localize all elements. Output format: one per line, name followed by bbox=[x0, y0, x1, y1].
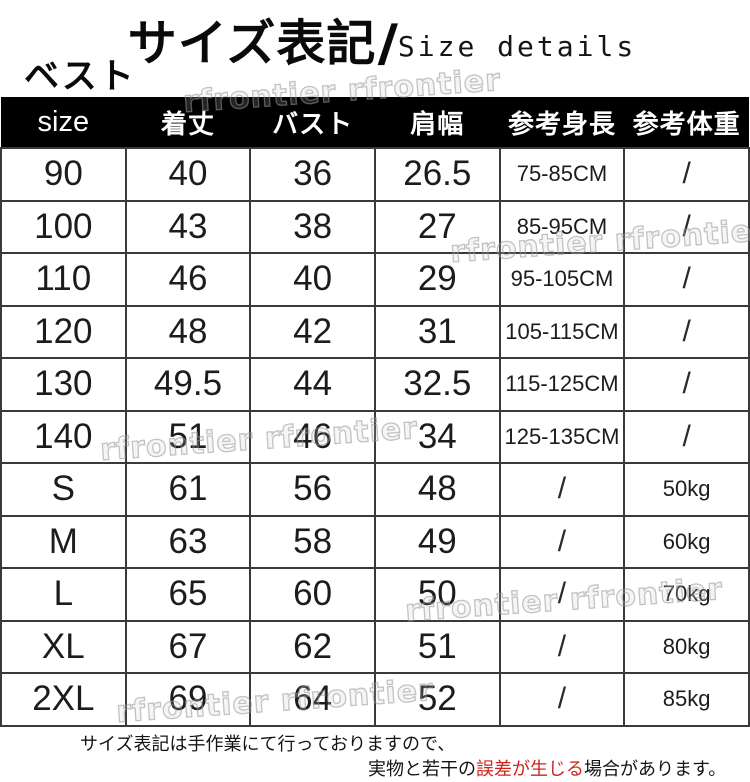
table-cell: / bbox=[498, 619, 626, 674]
footnote-line2-red: 誤差が生じる bbox=[476, 759, 584, 779]
table-cell: 40 bbox=[249, 252, 376, 307]
table-cell: / bbox=[623, 199, 750, 254]
column-header-2: バスト bbox=[250, 97, 375, 148]
row-size-label: XL bbox=[0, 619, 127, 674]
table-row: M 63 58 49/60kg bbox=[0, 514, 750, 569]
row-size-label: L bbox=[0, 567, 127, 622]
table-row: 2XL 69 64 52/85kg bbox=[0, 672, 750, 727]
column-header-size: size bbox=[1, 97, 126, 148]
table-cell: 62 bbox=[249, 619, 376, 674]
title-japanese: サイズ表記 bbox=[127, 17, 377, 71]
title-english: Size details bbox=[397, 30, 637, 63]
row-size-label: S bbox=[0, 462, 127, 517]
size-table: size 着丈 バスト 肩幅 参考身長 参考体重 90 40 36 26.5 75-85CM/10… bbox=[0, 97, 750, 727]
column-header-1: 着丈 bbox=[125, 97, 251, 148]
table-cell: 51 bbox=[373, 619, 501, 674]
table-row: XL 67 62 51/80kg bbox=[0, 619, 750, 674]
table-cell: 27 bbox=[373, 199, 501, 254]
table-cell: / bbox=[623, 409, 750, 464]
row-size-label: 120 bbox=[0, 304, 127, 359]
table-cell: / bbox=[623, 304, 750, 359]
table-cell: 56 bbox=[249, 462, 376, 517]
table-cell: 40 bbox=[124, 147, 252, 202]
table-cell: / bbox=[498, 462, 626, 517]
table-cell: 64 bbox=[249, 672, 376, 727]
table-cell: 43 bbox=[124, 199, 252, 254]
table-cell: 125-135CM bbox=[498, 409, 626, 464]
footnote-line-2: 実物と若干の誤差が生じる場合があります。 bbox=[368, 758, 750, 781]
table-cell: 65 bbox=[124, 567, 252, 622]
table-cell: 48 bbox=[124, 304, 252, 359]
table-cell: 50kg bbox=[623, 462, 750, 517]
page-title: サイズ表記/Size details bbox=[0, 4, 750, 77]
table-cell: 49 bbox=[373, 514, 501, 569]
table-cell: 105-115CM bbox=[498, 304, 626, 359]
row-size-label: 100 bbox=[0, 199, 127, 254]
table-cell: 85-95CM bbox=[498, 199, 626, 254]
table-cell: / bbox=[623, 147, 750, 202]
table-cell: 29 bbox=[373, 252, 501, 307]
table-cell: 46 bbox=[249, 409, 376, 464]
table-cell: 42 bbox=[249, 304, 376, 359]
table-cell: 32.5 bbox=[373, 357, 501, 412]
table-row: L 65 60 50/70kg bbox=[0, 567, 750, 622]
table-cell: 49.5 bbox=[124, 357, 252, 412]
row-size-label: 110 bbox=[0, 252, 127, 307]
table-cell: 67 bbox=[124, 619, 252, 674]
table-cell: 36 bbox=[249, 147, 376, 202]
footnote-line2-after: 場合があります。 bbox=[584, 759, 727, 779]
table-cell: 44 bbox=[249, 357, 376, 412]
table-cell: 31 bbox=[373, 304, 501, 359]
table-cell: 70kg bbox=[623, 567, 750, 622]
footnote: サイズ表記は手作業にて行っておりますので、 実物と若干の誤差が生じる場合がありま… bbox=[0, 733, 750, 781]
row-size-label: 140 bbox=[0, 409, 127, 464]
table-cell: 115-125CM bbox=[498, 357, 626, 412]
footnote-line2-before: 実物と若干の bbox=[368, 759, 476, 779]
table-row: 90 40 36 26.5 75-85CM / bbox=[0, 147, 750, 202]
table-cell: / bbox=[498, 514, 626, 569]
table-cell: 95-105CM bbox=[498, 252, 626, 307]
table-cell: 46 bbox=[124, 252, 252, 307]
table-cell: / bbox=[623, 252, 750, 307]
table-cell: 48 bbox=[373, 462, 501, 517]
size-table-body: 90 40 36 26.5 75-85CM/100 43 38 27 85-95CM/110 46… bbox=[0, 147, 750, 727]
table-row: 130 49.5 44 32.5 115-125CM / bbox=[0, 357, 750, 412]
table-header-row: size 着丈 バスト 肩幅 参考身長 参考体重 bbox=[1, 97, 749, 148]
table-cell: 80kg bbox=[623, 619, 750, 674]
table-row: 100 43 38 27 85-95CM / bbox=[0, 199, 750, 254]
table-cell: 69 bbox=[124, 672, 252, 727]
table-row: 110 46 40 29 95-105CM / bbox=[0, 252, 750, 307]
table-cell: 51 bbox=[124, 409, 252, 464]
table-cell: 38 bbox=[249, 199, 376, 254]
table-cell: / bbox=[498, 672, 626, 727]
column-header-4: 参考身長 bbox=[499, 97, 625, 148]
row-size-label: 2XL bbox=[0, 672, 127, 727]
table-cell: 52 bbox=[373, 672, 501, 727]
row-size-label: 130 bbox=[0, 357, 127, 412]
table-cell: 61 bbox=[124, 462, 252, 517]
table-cell: 60 bbox=[249, 567, 376, 622]
title-slash: / bbox=[375, 13, 401, 76]
category-label: ベスト bbox=[24, 57, 136, 96]
table-cell: 34 bbox=[373, 409, 501, 464]
table-cell: 85kg bbox=[623, 672, 750, 727]
table-cell: 63 bbox=[124, 514, 252, 569]
table-row: 120 48 42 31 105-115CM / bbox=[0, 304, 750, 359]
table-row: 140 51 46 34 125-135CM / bbox=[0, 409, 750, 464]
footnote-line-1: サイズ表記は手作業にて行っておりますので、 bbox=[80, 734, 456, 754]
row-size-label: 90 bbox=[0, 147, 127, 202]
table-cell: 26.5 bbox=[373, 147, 501, 202]
table-cell: 50 bbox=[373, 567, 501, 622]
table-cell: / bbox=[498, 567, 626, 622]
table-cell: 75-85CM bbox=[498, 147, 626, 202]
column-header-5: 参考体重 bbox=[624, 97, 749, 148]
table-row: S 61 56 48/50kg bbox=[0, 462, 750, 517]
row-size-label: M bbox=[0, 514, 127, 569]
table-cell: 60kg bbox=[623, 514, 750, 569]
table-cell: 58 bbox=[249, 514, 376, 569]
column-header-3: 肩幅 bbox=[374, 97, 500, 148]
table-cell: / bbox=[623, 357, 750, 412]
